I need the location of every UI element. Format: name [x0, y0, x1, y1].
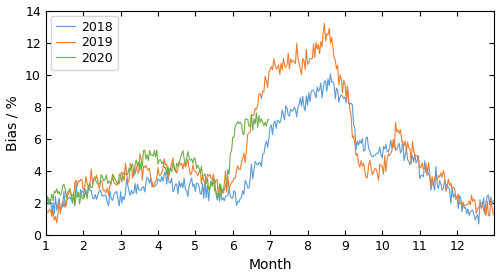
X-axis label: Month: Month	[248, 259, 292, 272]
2019	[54, 221, 60, 225]
2020	[72, 203, 78, 207]
2019	[429, 175, 435, 178]
Line: 2019: 2019	[46, 23, 493, 223]
2020	[119, 180, 125, 184]
2018	[490, 199, 496, 202]
2018	[43, 197, 49, 200]
2020	[188, 159, 194, 162]
2020	[155, 163, 161, 166]
2018	[168, 181, 173, 184]
2020	[156, 158, 162, 162]
2019	[168, 161, 174, 164]
2019	[322, 22, 328, 25]
2019	[226, 188, 232, 191]
2020	[266, 118, 272, 121]
2020	[134, 165, 140, 168]
2018	[222, 195, 228, 198]
2018	[476, 222, 482, 226]
Y-axis label: Bias / %: Bias / %	[6, 95, 20, 151]
Line: 2018: 2018	[46, 74, 493, 224]
Legend: 2018, 2019, 2020: 2018, 2019, 2020	[51, 16, 118, 70]
2019	[490, 213, 496, 216]
2018	[471, 213, 477, 216]
2018	[225, 193, 231, 197]
2020	[146, 159, 152, 162]
2019	[224, 190, 230, 194]
Line: 2020: 2020	[46, 113, 269, 205]
2019	[43, 214, 49, 217]
2018	[428, 188, 434, 192]
2020	[254, 111, 260, 115]
2019	[472, 200, 478, 203]
2018	[328, 72, 334, 76]
2018	[140, 186, 145, 189]
2020	[43, 192, 49, 195]
2019	[140, 164, 146, 168]
